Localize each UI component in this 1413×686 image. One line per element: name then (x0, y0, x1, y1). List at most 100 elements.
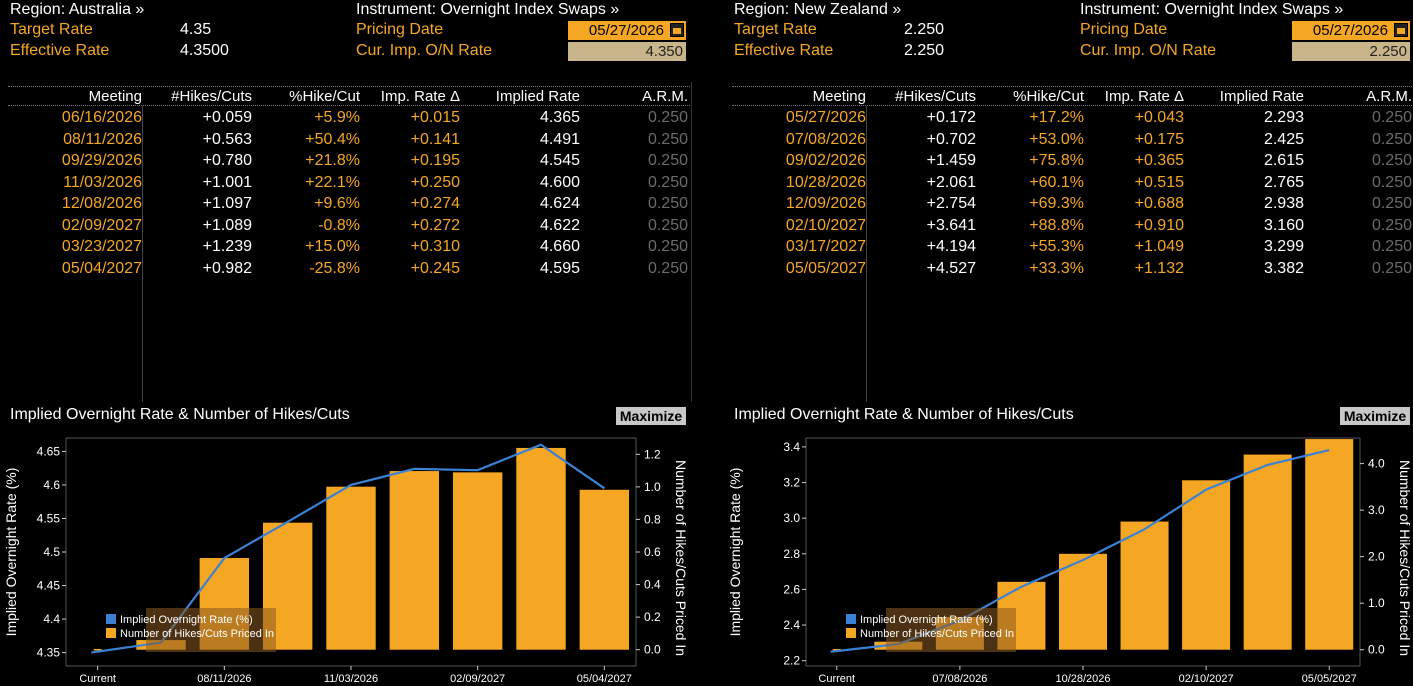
table-row[interactable]: 05/05/2027 +4.527 +33.3% +1.132 3.382 0.… (732, 258, 1413, 280)
hikes-cuts-value: +1.089 (202, 216, 252, 234)
table-row[interactable]: 10/28/2026 +2.061 +60.1% +0.515 2.765 0.… (732, 172, 1413, 194)
col-hikes-cuts[interactable]: #Hikes/Cuts (895, 88, 976, 105)
col-implied-rate[interactable]: Implied Rate (1219, 88, 1304, 105)
table-row[interactable]: 06/16/2026 +0.059 +5.9% +0.015 4.365 0.2… (8, 107, 692, 129)
y2-tick-label: 0.0 (644, 643, 661, 657)
imp-rate-delta-value: +0.245 (410, 259, 460, 277)
table-row[interactable]: 05/04/2027 +0.982 -25.8% +0.245 4.595 0.… (8, 258, 692, 280)
implied-rate-value: 4.545 (539, 152, 580, 169)
table-row[interactable]: 09/02/2026 +1.459 +75.8% +0.365 2.615 0.… (732, 150, 1413, 172)
instrument-selector[interactable]: Instrument: Overnight Index Swaps » (1080, 1, 1344, 18)
region-selector[interactable]: Region: Australia » (10, 1, 145, 18)
y2-tick-label: 0.8 (644, 512, 661, 526)
col-hikes-cuts[interactable]: #Hikes/Cuts (171, 88, 252, 105)
cur-imp-rate-input[interactable]: 2.250 (1292, 42, 1410, 61)
arm-value: 0.250 (647, 216, 688, 234)
column-divider (866, 106, 867, 402)
y-tick-label: 3.4 (783, 440, 800, 454)
bar (1305, 439, 1354, 650)
implied-rate-value: 2.938 (1263, 195, 1304, 212)
col-pct-hike-cut[interactable]: %Hike/Cut (289, 88, 360, 105)
table-row[interactable]: 11/03/2026 +1.001 +22.1% +0.250 4.600 0.… (8, 172, 692, 194)
pricing-date-label: Pricing Date (1080, 21, 1168, 38)
col-arm[interactable]: A.R.M. (642, 88, 688, 105)
col-pct-hike-cut[interactable]: %Hike/Cut (1013, 88, 1084, 105)
legend-bar-label: Number of Hikes/Cuts Priced In (120, 628, 274, 640)
cur-imp-rate-input[interactable]: 4.350 (568, 42, 686, 61)
arm-value: 0.250 (1371, 130, 1412, 148)
implied-rate-value: 2.765 (1263, 173, 1304, 191)
meeting-date: 02/09/2027 (61, 216, 142, 234)
pct-hike-cut-value: +75.8% (1029, 152, 1084, 169)
implied-rate-value: 4.491 (539, 130, 580, 148)
table-row[interactable]: 03/17/2027 +4.194 +55.3% +1.049 3.299 0.… (732, 236, 1413, 258)
meeting-date: 09/02/2026 (785, 152, 866, 169)
col-imp-rate-delta[interactable]: Imp. Rate Δ (380, 88, 460, 105)
pricing-date-input[interactable]: 05/27/2026 (1292, 21, 1410, 40)
table-row[interactable]: 12/08/2026 +1.097 +9.6% +0.274 4.624 0.2… (8, 193, 692, 215)
table-row[interactable]: 02/09/2027 +1.089 -0.8% +0.272 4.622 0.2… (8, 215, 692, 237)
bar (452, 472, 503, 650)
panel-divider (691, 82, 692, 402)
legend-box (146, 608, 276, 652)
y2-axis-label: Number of Hikes/Cuts Priced In (1397, 460, 1413, 656)
table-row[interactable]: 08/11/2026 +0.563 +50.4% +0.141 4.491 0.… (8, 129, 692, 151)
imp-rate-delta-value: +0.141 (410, 130, 460, 148)
bar (1243, 454, 1292, 650)
imp-rate-delta-value: +0.250 (410, 173, 460, 191)
x-tick-label: 08/11/2026 (197, 673, 251, 685)
y-tick-label: 4.5 (43, 545, 60, 559)
target-rate-value: 4.35 (180, 21, 212, 38)
y2-tick-label: 1.0 (1368, 596, 1385, 610)
hikes-cuts-value: +0.563 (202, 130, 252, 148)
arm-value: 0.250 (1371, 173, 1412, 191)
meeting-date: 05/05/2027 (785, 259, 866, 277)
meeting-date: 11/03/2026 (63, 173, 142, 191)
col-meeting[interactable]: Meeting (88, 88, 142, 105)
implied-rate-value: 4.660 (539, 238, 580, 255)
hikes-cuts-value: +4.194 (926, 238, 976, 255)
calendar-icon[interactable] (1394, 23, 1408, 37)
table-row[interactable]: 05/27/2026 +0.172 +17.2% +0.043 2.293 0.… (732, 107, 1413, 129)
pct-hike-cut-value: +88.8% (1029, 216, 1084, 234)
col-meeting[interactable]: Meeting (812, 88, 866, 105)
maximize-button[interactable]: Maximize (616, 407, 686, 425)
implied-rate-value: 3.160 (1263, 216, 1304, 234)
arm-value: 0.250 (1371, 195, 1412, 212)
y-tick-label: 2.6 (783, 582, 800, 596)
meetings-table: Meeting #Hikes/Cuts %Hike/Cut Imp. Rate … (732, 82, 1413, 402)
y2-tick-label: 0.0 (1368, 643, 1385, 657)
y-tick-label: 2.8 (783, 547, 800, 561)
region-selector[interactable]: Region: New Zealand » (734, 1, 902, 18)
instrument-selector[interactable]: Instrument: Overnight Index Swaps » (356, 1, 620, 18)
table-row[interactable]: 03/23/2027 +1.239 +15.0% +0.310 4.660 0.… (8, 236, 692, 258)
calendar-icon[interactable] (670, 23, 684, 37)
panel-australia: Region: Australia » Instrument: Overnigh… (4, 0, 694, 686)
col-imp-rate-delta[interactable]: Imp. Rate Δ (1104, 88, 1184, 105)
meeting-date: 10/28/2026 (785, 173, 866, 191)
y-tick-label: 4.55 (37, 511, 61, 525)
y2-tick-label: 0.2 (644, 610, 661, 624)
table-row[interactable]: 12/09/2026 +2.754 +69.3% +0.688 2.938 0.… (732, 193, 1413, 215)
meeting-date: 05/27/2026 (785, 109, 866, 126)
x-tick-label: 02/09/2027 (450, 673, 505, 685)
target-rate-label: Target Rate (10, 21, 93, 38)
table-row[interactable]: 02/10/2027 +3.641 +88.8% +0.910 3.160 0.… (732, 215, 1413, 237)
legend-bar-swatch (846, 628, 856, 638)
y-tick-label: 4.6 (43, 478, 60, 492)
bar (1120, 521, 1169, 650)
col-implied-rate[interactable]: Implied Rate (495, 88, 580, 105)
legend-line-swatch (106, 614, 116, 624)
table-row[interactable]: 07/08/2026 +0.702 +53.0% +0.175 2.425 0.… (732, 129, 1413, 151)
meeting-date: 12/08/2026 (61, 195, 142, 212)
table-row[interactable]: 09/29/2026 +0.780 +21.8% +0.195 4.545 0.… (8, 150, 692, 172)
x-tick-label: 10/28/2026 (1055, 673, 1110, 685)
legend-line-swatch (846, 614, 856, 624)
col-arm[interactable]: A.R.M. (1366, 88, 1412, 105)
pct-hike-cut-value: +22.1% (305, 173, 360, 191)
hikes-cuts-value: +0.780 (202, 152, 252, 169)
chart-title: Implied Overnight Rate & Number of Hikes… (10, 406, 350, 423)
maximize-button[interactable]: Maximize (1340, 407, 1410, 425)
cur-imp-rate-label: Cur. Imp. O/N Rate (356, 42, 493, 59)
pricing-date-input[interactable]: 05/27/2026 (568, 21, 686, 40)
